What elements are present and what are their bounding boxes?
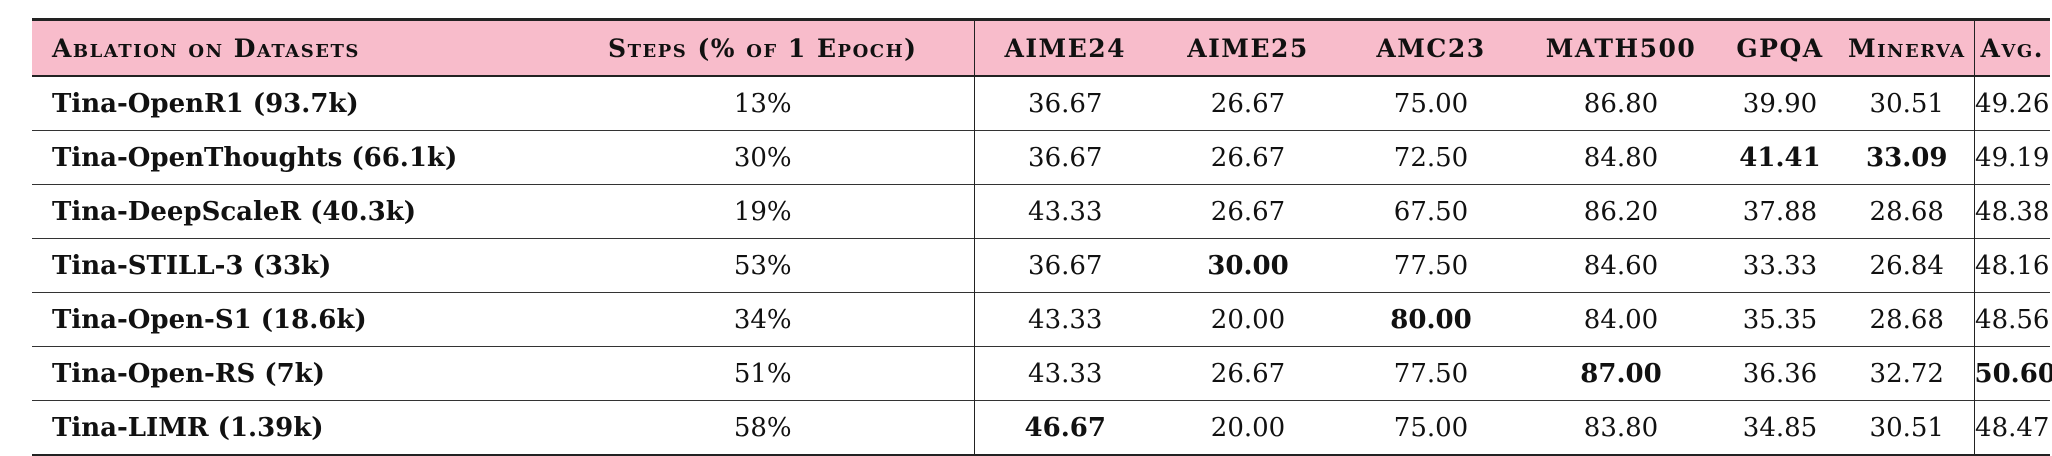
header-math500: MATH500 [1545, 33, 1697, 63]
cell-aime24: 43.33 [1028, 304, 1103, 335]
cell-amc23: 77.50 [1393, 358, 1469, 389]
table-row: Tina-OpenR1 (93.7k) 13% 36.67 26.67 75.00 86.… [32, 76, 2050, 131]
cell-name: Tina-STILL-3 (33k) [52, 250, 332, 281]
cell-aime24: 43.33 [1028, 196, 1103, 227]
header-datasets: Ablation on Datasets [52, 33, 360, 63]
table-row: Tina-Open-S1 (18.6k) 34% 43.33 20.00 80.00 84… [32, 292, 2050, 347]
cell-math500: 86.20 [1583, 196, 1659, 227]
cell-steps: 58% [552, 400, 975, 455]
cell-avg: 49.19 [1975, 142, 2050, 173]
cell-avg: 49.26 [1975, 88, 2050, 119]
cell-name: Tina-LIMR (1.39k) [52, 412, 324, 443]
cell-name: Tina-Open-S1 (18.6k) [52, 304, 367, 335]
table-row: Tina-DeepScaleR (40.3k) 19% 43.33 26.67 67.5… [32, 184, 2050, 239]
header-amc23: AMC23 [1376, 33, 1486, 63]
cell-math500: 84.60 [1583, 250, 1659, 281]
header-avg: Avg. [1980, 33, 2044, 63]
cell-aime25: 26.67 [1210, 142, 1286, 173]
cell-amc23: 75.00 [1393, 412, 1469, 443]
cell-aime25: 30.00 [1207, 250, 1289, 281]
cell-aime25: 26.67 [1210, 358, 1286, 389]
table-row: Tina-Open-RS (7k) 51% 43.33 26.67 77.50 87.00… [32, 346, 2052, 401]
cell-aime24: 36.67 [1028, 142, 1103, 173]
cell-minerva: 30.51 [1840, 76, 1975, 131]
cell-aime25: 26.67 [1210, 88, 1286, 119]
cell-amc23: 67.50 [1393, 196, 1469, 227]
cell-name: Tina-DeepScaleR (40.3k) [52, 196, 417, 227]
cell-aime24: 36.67 [1028, 88, 1103, 119]
cell-steps: 13% [552, 76, 975, 131]
cell-amc23: 80.00 [1390, 304, 1472, 335]
cell-name: Tina-OpenR1 (93.7k) [52, 88, 359, 119]
header-steps: Steps (% of 1 Epoch) [552, 19, 975, 76]
header-aime24: AIME24 [1004, 33, 1127, 63]
cell-math500: 86.80 [1583, 88, 1659, 119]
table-header: Ablation on Datasets Steps (% of 1 Epoch… [32, 19, 2050, 76]
results-table-container: Ablation on Datasets Steps (% of 1 Epoch… [32, 18, 2052, 456]
cell-gpqa: 41.41 [1739, 142, 1821, 173]
cell-minerva: 26.84 [1840, 238, 1975, 293]
cell-minerva: 28.68 [1840, 292, 1975, 347]
cell-steps: 19% [552, 184, 975, 239]
cell-steps: 51% [552, 346, 975, 401]
cell-math500: 84.80 [1583, 142, 1659, 173]
cell-gpqa: 37.88 [1742, 196, 1818, 227]
cell-aime24: 36.67 [1028, 250, 1103, 281]
cell-gpqa: 34.85 [1742, 412, 1818, 443]
cell-gpqa: 36.36 [1742, 358, 1818, 389]
cell-aime25: 20.00 [1210, 304, 1286, 335]
cell-avg: 50.60 [1974, 358, 2052, 389]
cell-steps: 53% [552, 238, 975, 293]
cell-steps: 34% [552, 292, 975, 347]
cell-avg: 48.38 [1975, 196, 2050, 227]
cell-minerva: 30.51 [1840, 400, 1975, 455]
table-row: Tina-LIMR (1.39k) 58% 46.67 20.00 75.00 83.80… [32, 400, 2050, 455]
header-row: Ablation on Datasets Steps (% of 1 Epoch… [32, 19, 2050, 76]
cell-gpqa: 35.35 [1742, 304, 1818, 335]
cell-name: Tina-Open-RS (7k) [52, 358, 325, 389]
cell-minerva: 28.68 [1840, 184, 1975, 239]
cell-amc23: 77.50 [1393, 250, 1469, 281]
cell-aime24: 46.67 [1024, 412, 1106, 443]
cell-avg: 48.16 [1975, 250, 2050, 281]
cell-avg: 48.47 [1975, 412, 2050, 443]
cell-aime25: 20.00 [1210, 412, 1286, 443]
cell-amc23: 75.00 [1393, 88, 1469, 119]
cell-gpqa: 39.90 [1742, 88, 1818, 119]
cell-math500: 83.80 [1583, 412, 1659, 443]
cell-name: Tina-OpenThoughts (66.1k) [52, 142, 458, 173]
cell-steps: 30% [552, 130, 975, 185]
cell-avg: 48.56 [1975, 304, 2050, 335]
table-row: Tina-STILL-3 (33k) 53% 36.67 30.00 77.50 84.6… [32, 238, 2050, 293]
header-aime25: AIME25 [1187, 33, 1309, 63]
cell-minerva: 33.09 [1840, 130, 1975, 185]
table-row: Tina-OpenThoughts (66.1k) 30% 36.67 26.67 72… [32, 130, 2050, 185]
table-body: Tina-OpenR1 (93.7k) 13% 36.67 26.67 75.00 86.… [32, 76, 2052, 455]
cell-minerva: 32.72 [1840, 346, 1975, 401]
cell-aime24: 43.33 [1028, 358, 1103, 389]
header-gpqa: GPQA [1736, 33, 1824, 63]
cell-math500: 87.00 [1580, 358, 1662, 389]
cell-math500: 84.00 [1583, 304, 1659, 335]
header-minerva: Minerva [1840, 19, 1975, 76]
cell-amc23: 72.50 [1393, 142, 1469, 173]
cell-gpqa: 33.33 [1742, 250, 1818, 281]
ablation-results-table: Ablation on Datasets Steps (% of 1 Epoch… [32, 18, 2052, 456]
cell-aime25: 26.67 [1210, 196, 1286, 227]
